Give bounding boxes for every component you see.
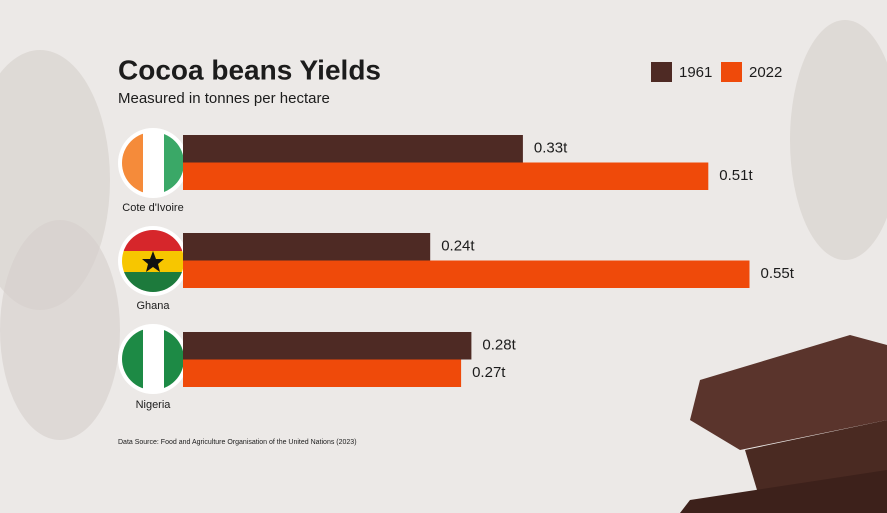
bar <box>183 260 750 288</box>
legend-swatch <box>721 62 742 82</box>
source-note: Data Source: Food and Agriculture Organi… <box>118 439 357 446</box>
value-label: 0.27t <box>472 364 506 381</box>
value-label: 0.33t <box>534 140 568 157</box>
background-decoration <box>0 20 887 513</box>
value-label: 0.51t <box>719 167 753 184</box>
bar <box>183 332 472 360</box>
flag-icons <box>118 128 188 394</box>
bar <box>183 233 431 261</box>
category-label: Cote d'Ivoire <box>122 202 183 214</box>
value-label: 0.55t <box>761 265 795 282</box>
chart-subtitle: Measured in tonnes per hectare <box>118 90 330 107</box>
value-label: 0.24t <box>441 238 475 255</box>
legend-label: 2022 <box>749 64 782 81</box>
category-label: Nigeria <box>136 399 172 411</box>
bar <box>183 135 523 163</box>
legend-label: 1961 <box>679 64 712 81</box>
bar <box>183 359 462 387</box>
value-label: 0.28t <box>482 337 516 354</box>
chart-title: Cocoa beans Yields <box>118 54 381 85</box>
bar <box>183 162 709 190</box>
legend-swatch <box>651 62 672 82</box>
category-label: Ghana <box>136 300 170 312</box>
